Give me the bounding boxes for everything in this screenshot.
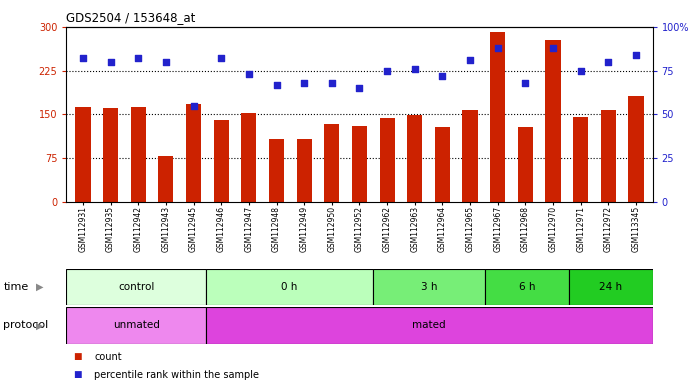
Bar <box>545 40 560 202</box>
Bar <box>569 269 653 305</box>
Bar <box>297 139 312 202</box>
Text: 3 h: 3 h <box>421 282 438 292</box>
Point <box>133 55 144 61</box>
Bar <box>206 307 653 344</box>
Bar <box>324 124 339 202</box>
Text: 0 h: 0 h <box>281 282 298 292</box>
Text: 24 h: 24 h <box>599 282 623 292</box>
Bar <box>158 156 174 202</box>
Bar <box>407 116 422 202</box>
Point <box>188 103 199 109</box>
Point <box>244 71 255 77</box>
Text: mated: mated <box>413 320 446 331</box>
Bar <box>573 117 588 202</box>
Bar <box>242 113 256 202</box>
Text: percentile rank within the sample: percentile rank within the sample <box>94 370 259 380</box>
Text: GDS2504 / 153648_at: GDS2504 / 153648_at <box>66 11 195 24</box>
Text: ▶: ▶ <box>36 320 44 331</box>
Bar <box>601 110 616 202</box>
Point <box>492 45 503 51</box>
Point <box>77 55 89 61</box>
Bar <box>490 31 505 202</box>
Point <box>464 57 475 63</box>
Point <box>520 80 531 86</box>
Bar <box>206 269 373 305</box>
Point <box>354 85 365 91</box>
Point <box>161 59 172 65</box>
Bar <box>269 139 284 202</box>
Bar <box>463 110 477 202</box>
Text: unmated: unmated <box>112 320 160 331</box>
Bar <box>214 120 229 202</box>
Bar <box>380 118 395 202</box>
Text: ▶: ▶ <box>36 282 44 292</box>
Bar <box>485 269 569 305</box>
Bar <box>103 108 118 202</box>
Bar <box>131 107 146 202</box>
Point <box>216 55 227 61</box>
Bar <box>628 96 644 202</box>
Point <box>299 80 310 86</box>
Point <box>630 52 641 58</box>
Bar <box>518 127 533 202</box>
Bar <box>435 127 450 202</box>
Point <box>382 68 393 74</box>
Text: 6 h: 6 h <box>519 282 535 292</box>
Point <box>547 45 558 51</box>
Text: time: time <box>3 282 29 292</box>
Point <box>603 59 614 65</box>
Point <box>409 66 420 72</box>
Bar <box>352 126 367 202</box>
Text: protocol: protocol <box>3 320 49 331</box>
Text: control: control <box>118 282 154 292</box>
Bar <box>75 107 91 202</box>
Bar <box>373 269 485 305</box>
Bar <box>66 269 206 305</box>
Bar <box>186 104 201 202</box>
Bar <box>66 307 206 344</box>
Point <box>271 81 282 88</box>
Point <box>326 80 337 86</box>
Point <box>105 59 116 65</box>
Point <box>575 68 586 74</box>
Text: count: count <box>94 351 122 362</box>
Text: ■: ■ <box>73 352 82 361</box>
Point <box>437 73 448 79</box>
Text: ■: ■ <box>73 370 82 379</box>
